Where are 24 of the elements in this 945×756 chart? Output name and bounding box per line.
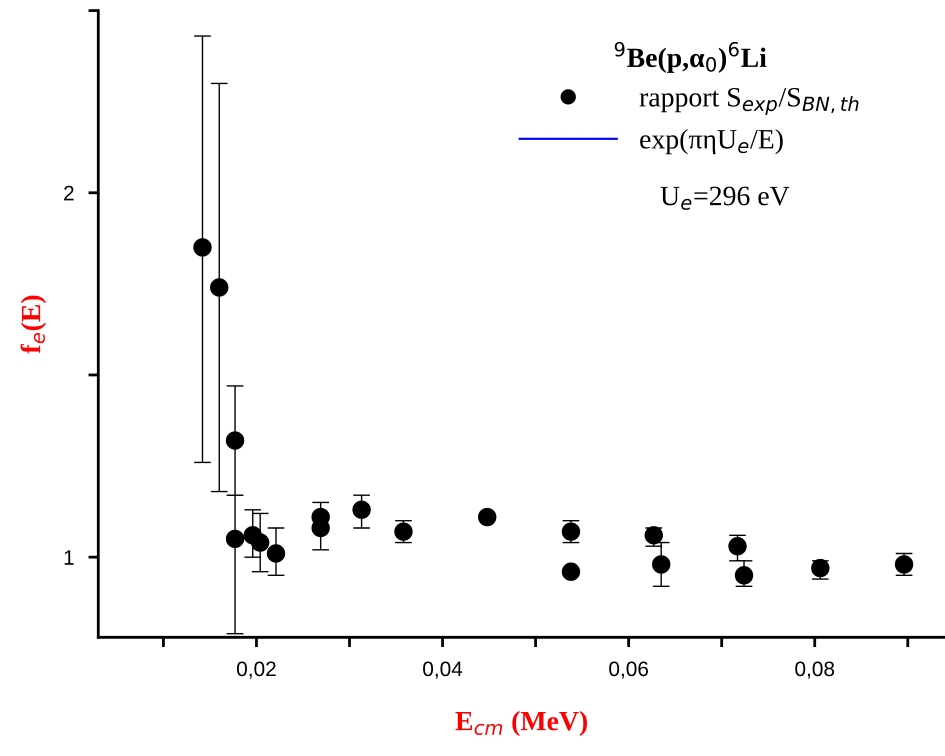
- annotation: U$_{e}$=296 eV: [660, 186, 790, 210]
- point: [728, 537, 747, 556]
- point: [210, 278, 228, 297]
- point: [652, 555, 670, 574]
- x-tick-label: 0,08: [795, 661, 834, 679]
- legend-title: $^{9}$Be(p,α$_{0}$)$^{6}$Li: [614, 42, 767, 73]
- point: [562, 562, 580, 581]
- y-tick-label: 1: [64, 550, 74, 565]
- x-tick-label: 0,04: [423, 661, 462, 679]
- point: [193, 238, 212, 257]
- point: [226, 530, 244, 548]
- legend-label: rapport S$_{exp}$/S$_{BN,th}$: [640, 88, 858, 115]
- point: [226, 431, 244, 450]
- legend-label: exp(πηU$_{e}$/E): [640, 129, 783, 154]
- y-axis-title: f$_{e}$(E): [20, 296, 46, 354]
- point: [250, 533, 270, 552]
- point: [266, 544, 286, 563]
- x-axis-title: E$_{cm}$ (MeV): [455, 710, 587, 736]
- point: [478, 508, 496, 526]
- point: [734, 566, 754, 585]
- x-tick-label: 0,06: [609, 661, 648, 679]
- point: [352, 500, 371, 519]
- x-tick-label: 0,02: [237, 661, 276, 679]
- y-tick-label: 2: [64, 186, 74, 200]
